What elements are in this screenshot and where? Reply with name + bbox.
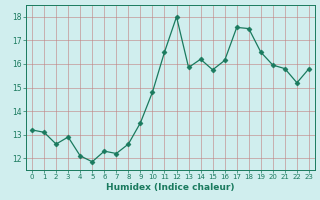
X-axis label: Humidex (Indice chaleur): Humidex (Indice chaleur)	[106, 183, 235, 192]
